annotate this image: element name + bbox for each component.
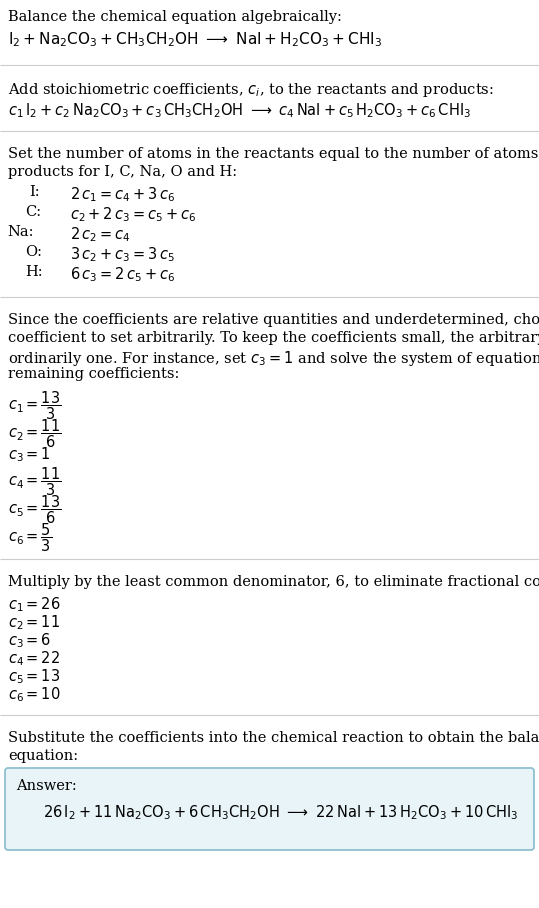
- Text: Set the number of atoms in the reactants equal to the number of atoms in the: Set the number of atoms in the reactants…: [8, 147, 539, 161]
- Text: I:: I:: [30, 185, 40, 199]
- Text: Na:: Na:: [7, 225, 33, 239]
- FancyBboxPatch shape: [5, 768, 534, 850]
- Text: $c_1 = 26$: $c_1 = 26$: [8, 595, 60, 614]
- Text: Add stoichiometric coefficients, $c_i$, to the reactants and products:: Add stoichiometric coefficients, $c_i$, …: [8, 81, 494, 99]
- Text: $c_1 \, \mathrm{I_2} + c_2 \, \mathrm{Na_2CO_3} + c_3 \, \mathrm{CH_3CH_2OH} \ \: $c_1 \, \mathrm{I_2} + c_2 \, \mathrm{Na…: [8, 101, 471, 120]
- Text: $c_5 = \dfrac{13}{6}$: $c_5 = \dfrac{13}{6}$: [8, 493, 61, 526]
- Text: Answer:: Answer:: [16, 779, 77, 793]
- Text: $6\,c_3 = 2\,c_5 + c_6$: $6\,c_3 = 2\,c_5 + c_6$: [70, 265, 175, 283]
- Text: coefficient to set arbitrarily. To keep the coefficients small, the arbitrary va: coefficient to set arbitrarily. To keep …: [8, 331, 539, 345]
- Text: $c_2 = \dfrac{11}{6}$: $c_2 = \dfrac{11}{6}$: [8, 417, 61, 449]
- Text: $c_5 = 13$: $c_5 = 13$: [8, 667, 60, 686]
- Text: ordinarily one. For instance, set $c_3 = 1$ and solve the system of equations fo: ordinarily one. For instance, set $c_3 =…: [8, 349, 539, 368]
- Text: $\mathrm{26\, I_2 + 11\, Na_2CO_3 + 6\, CH_3CH_2OH \ \longrightarrow \ 22\, NaI : $\mathrm{26\, I_2 + 11\, Na_2CO_3 + 6\, …: [43, 803, 519, 822]
- Text: H:: H:: [25, 265, 43, 279]
- Text: Since the coefficients are relative quantities and underdetermined, choose a: Since the coefficients are relative quan…: [8, 313, 539, 327]
- Text: $c_3 = 6$: $c_3 = 6$: [8, 631, 51, 650]
- Text: O:: O:: [25, 245, 42, 259]
- Text: Multiply by the least common denominator, 6, to eliminate fractional coefficient: Multiply by the least common denominator…: [8, 575, 539, 589]
- Text: $c_2 = 11$: $c_2 = 11$: [8, 613, 60, 632]
- Text: products for I, C, Na, O and H:: products for I, C, Na, O and H:: [8, 165, 237, 179]
- Text: remaining coefficients:: remaining coefficients:: [8, 367, 179, 381]
- Text: C:: C:: [25, 205, 41, 219]
- Text: $\mathrm{I_2 + Na_2CO_3 + CH_3CH_2OH \ \longrightarrow \ NaI + H_2CO_3 + CHI_3}$: $\mathrm{I_2 + Na_2CO_3 + CH_3CH_2OH \ \…: [8, 30, 382, 49]
- Text: $c_3 = 1$: $c_3 = 1$: [8, 445, 51, 464]
- Text: $c_6 = \dfrac{5}{3}$: $c_6 = \dfrac{5}{3}$: [8, 521, 52, 554]
- Text: $3\,c_2 + c_3 = 3\,c_5$: $3\,c_2 + c_3 = 3\,c_5$: [70, 245, 175, 263]
- Text: $c_4 = 22$: $c_4 = 22$: [8, 649, 60, 667]
- Text: $2\,c_2 = c_4$: $2\,c_2 = c_4$: [70, 225, 130, 243]
- Text: Substitute the coefficients into the chemical reaction to obtain the balanced: Substitute the coefficients into the che…: [8, 731, 539, 745]
- Text: $c_1 = \dfrac{13}{3}$: $c_1 = \dfrac{13}{3}$: [8, 389, 61, 421]
- Text: $2\,c_1 = c_4 + 3\,c_6$: $2\,c_1 = c_4 + 3\,c_6$: [70, 185, 175, 203]
- Text: $c_2 + 2\,c_3 = c_5 + c_6$: $c_2 + 2\,c_3 = c_5 + c_6$: [70, 205, 197, 223]
- Text: Balance the chemical equation algebraically:: Balance the chemical equation algebraica…: [8, 10, 342, 24]
- Text: $c_6 = 10$: $c_6 = 10$: [8, 685, 60, 704]
- Text: $c_4 = \dfrac{11}{3}$: $c_4 = \dfrac{11}{3}$: [8, 465, 61, 498]
- Text: equation:: equation:: [8, 749, 78, 763]
